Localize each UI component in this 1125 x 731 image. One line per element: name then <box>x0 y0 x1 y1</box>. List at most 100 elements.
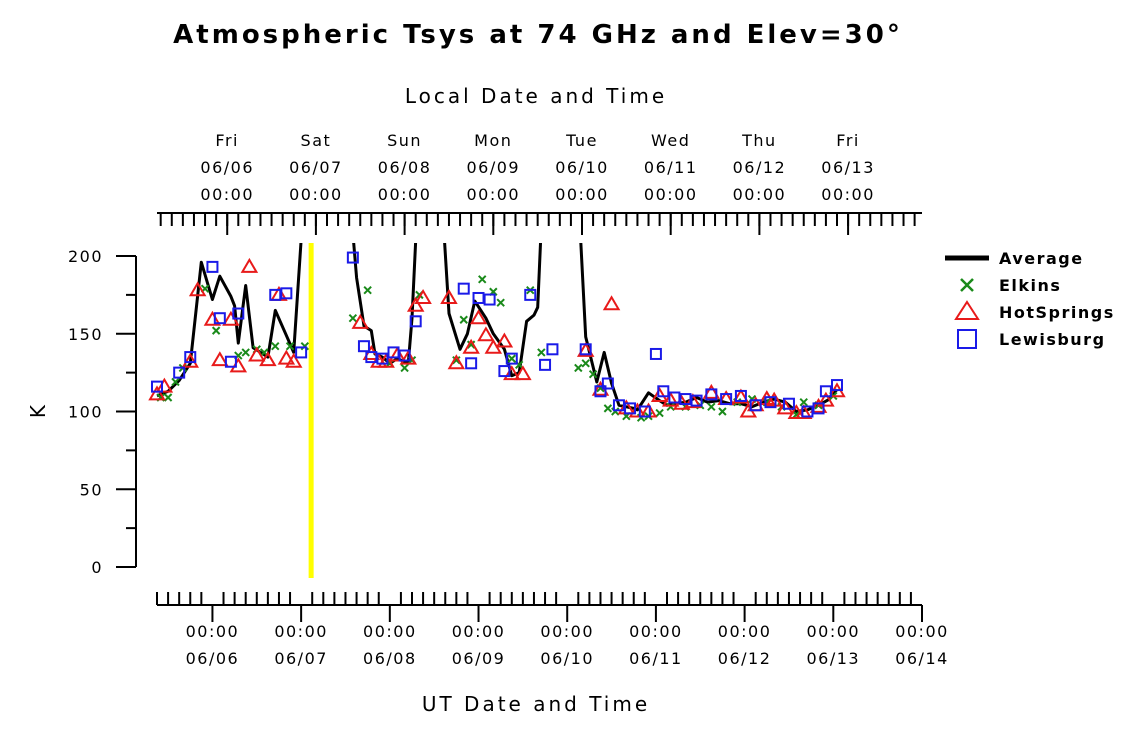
hotsprings-point <box>469 309 488 325</box>
elkins-point <box>171 377 180 387</box>
hotsprings-point <box>211 351 229 367</box>
lewisburg-point <box>498 365 511 378</box>
lewisburg-point <box>206 260 219 273</box>
x2-tick-label-time: 00:00 <box>733 185 787 204</box>
hotsprings-point <box>259 351 277 367</box>
elkins-point <box>655 408 664 418</box>
lewisburg-point <box>376 352 389 365</box>
lewisburg-point <box>184 351 197 364</box>
x2-tick-label-time: 00:00 <box>466 185 520 204</box>
lewisburg-point <box>720 393 733 406</box>
legend-elkins-swatch <box>960 278 974 292</box>
x-tick-label-time: 00:00 <box>186 622 240 641</box>
lewisburg-point <box>649 347 662 360</box>
lewisburg-point <box>151 380 163 393</box>
elkins-point <box>707 402 716 412</box>
lewisburg-point <box>280 287 293 300</box>
hotsprings-point <box>399 349 418 365</box>
lewisburg-point <box>409 315 422 328</box>
elkins-point <box>271 341 280 351</box>
lewisburg-point <box>472 291 485 304</box>
hotsprings-point <box>346 182 360 194</box>
legend-lewisburg-swatch <box>957 329 977 349</box>
lewisburg-point <box>213 312 226 325</box>
elkins-point <box>459 315 468 324</box>
elkins-point <box>507 354 516 363</box>
legend-elkins-label: Elkins <box>999 276 1061 295</box>
hotsprings-point <box>414 289 432 304</box>
elkins-point <box>792 410 801 419</box>
x-tick-label-time: 00:00 <box>718 622 772 641</box>
x-tick-label-date: 06/06 <box>186 649 240 668</box>
x-tick-label-date: 06/13 <box>806 649 860 668</box>
x-tick-label-date: 06/12 <box>718 649 772 668</box>
lewisburg-point <box>483 293 496 306</box>
y-tick-label: 50 <box>80 480 103 499</box>
elkins-point <box>718 407 727 416</box>
x2-tick-label-date: 06/07 <box>289 158 343 177</box>
elkins-point <box>666 402 675 412</box>
average-line <box>156 243 303 398</box>
lewisburg-point <box>801 405 814 418</box>
y-tick-label: 0 <box>91 558 103 577</box>
hotsprings-point <box>702 383 721 399</box>
hotsprings-point <box>440 289 458 304</box>
elkins-point <box>466 340 476 349</box>
lewisburg-point <box>624 402 637 415</box>
hotsprings-point <box>277 349 296 365</box>
elkins-point <box>603 404 613 413</box>
lewisburg-point <box>705 388 718 401</box>
lewisburg-point <box>782 397 795 410</box>
average-line <box>443 243 543 378</box>
elkins-point <box>581 359 590 368</box>
hotsprings-point <box>661 391 680 407</box>
chart-title: Atmospheric Tsys at 74 GHz and Elev=30° <box>173 20 903 50</box>
hotsprings-point <box>732 388 750 404</box>
elkins-point <box>363 286 372 295</box>
hotsprings-point <box>776 399 795 415</box>
x2-tick-label-date: 06/13 <box>821 158 875 177</box>
hotsprings-point <box>203 310 222 326</box>
hotsprings-point <box>155 377 174 393</box>
lewisburg-point <box>764 396 777 409</box>
y-axis-title: K <box>26 402 50 418</box>
x2-tick-label-day: Mon <box>474 131 512 150</box>
x-tick-label-time: 00:00 <box>806 622 860 641</box>
x2-tick-label-time: 00:00 <box>555 185 609 204</box>
elkins-point <box>211 326 221 335</box>
lewisburg-point <box>224 355 237 368</box>
legend-hotsprings-swatch <box>954 300 980 320</box>
elkins-point <box>537 348 546 357</box>
x2-tick-label-day: Fri <box>215 131 239 150</box>
legend-average-label: Average <box>999 249 1084 268</box>
x2-tick-label-date: 06/10 <box>555 158 609 177</box>
x2-tick-label-date: 06/11 <box>644 158 698 177</box>
lewisburg-point <box>679 393 692 406</box>
x-tick-label-date: 06/10 <box>540 649 594 668</box>
lewisburg-point <box>734 389 747 402</box>
x2-tick-label-time: 00:00 <box>378 185 432 204</box>
x2-tick-label-day: Tue <box>565 131 598 150</box>
lewisburg-point <box>546 343 559 356</box>
elkins-point <box>588 369 598 379</box>
lewisburg-point <box>831 379 843 392</box>
y-tick-label: 100 <box>68 403 103 422</box>
lewisburg-point <box>357 340 370 353</box>
x2-tick-label-day: Wed <box>651 131 690 150</box>
hotsprings-point <box>794 404 813 420</box>
hotsprings-point <box>188 281 207 297</box>
hotsprings-point <box>447 354 466 370</box>
x2-tick-label-day: Thu <box>741 131 777 150</box>
lewisburg-point <box>365 351 378 364</box>
x2-tick-label-day: Sun <box>387 131 422 150</box>
hotsprings-point <box>477 326 495 342</box>
hotsprings-point <box>628 402 647 418</box>
x-tick-label-date: 06/08 <box>363 649 417 668</box>
hotsprings-point <box>765 391 783 407</box>
lewisburg-point <box>295 346 308 359</box>
elkins-point <box>285 341 295 351</box>
lewisburg-point <box>657 385 670 398</box>
hotsprings-point <box>240 257 259 273</box>
x-tick-label-time: 00:00 <box>452 622 506 641</box>
legend-hotsprings-label: HotSprings <box>999 303 1115 322</box>
